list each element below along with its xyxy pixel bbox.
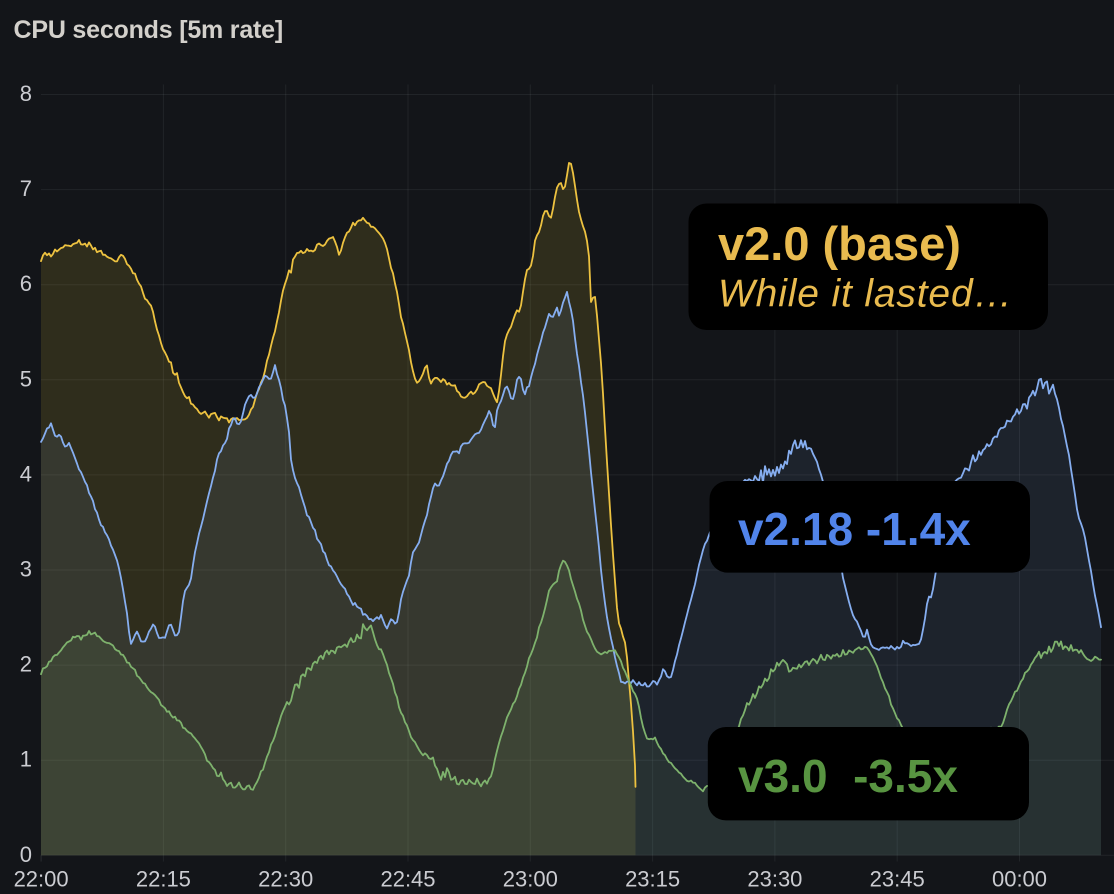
svg-text:0: 0 [20,842,32,867]
svg-text:4: 4 [20,461,32,486]
svg-text:23:15: 23:15 [625,866,680,891]
svg-text:v2.0 (base): v2.0 (base) [718,217,961,270]
svg-text:v2.18 -1.4x: v2.18 -1.4x [738,503,971,555]
svg-text:2: 2 [20,652,32,677]
svg-text:v3.0 -3.5x: v3.0 -3.5x [738,750,958,802]
svg-text:While it lasted…: While it lasted… [718,273,1013,316]
svg-text:22:15: 22:15 [136,866,191,891]
svg-text:6: 6 [20,271,32,296]
svg-text:23:00: 23:00 [503,866,558,891]
svg-text:1: 1 [20,747,32,772]
svg-text:23:30: 23:30 [747,866,802,891]
svg-text:23:45: 23:45 [870,866,925,891]
svg-text:22:30: 22:30 [258,866,313,891]
svg-text:00:00: 00:00 [992,866,1047,891]
svg-text:8: 8 [20,81,32,106]
svg-text:22:00: 22:00 [14,866,69,891]
svg-text:CPU seconds [5m rate]: CPU seconds [5m rate] [14,16,284,44]
svg-text:7: 7 [20,176,32,201]
svg-text:22:45: 22:45 [380,866,435,891]
svg-text:3: 3 [20,557,32,582]
svg-text:5: 5 [20,366,32,391]
